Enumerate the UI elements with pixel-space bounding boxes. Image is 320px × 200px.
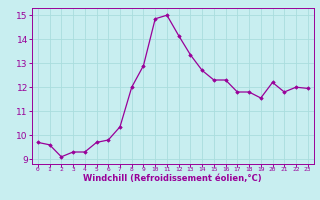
X-axis label: Windchill (Refroidissement éolien,°C): Windchill (Refroidissement éolien,°C) xyxy=(84,174,262,183)
